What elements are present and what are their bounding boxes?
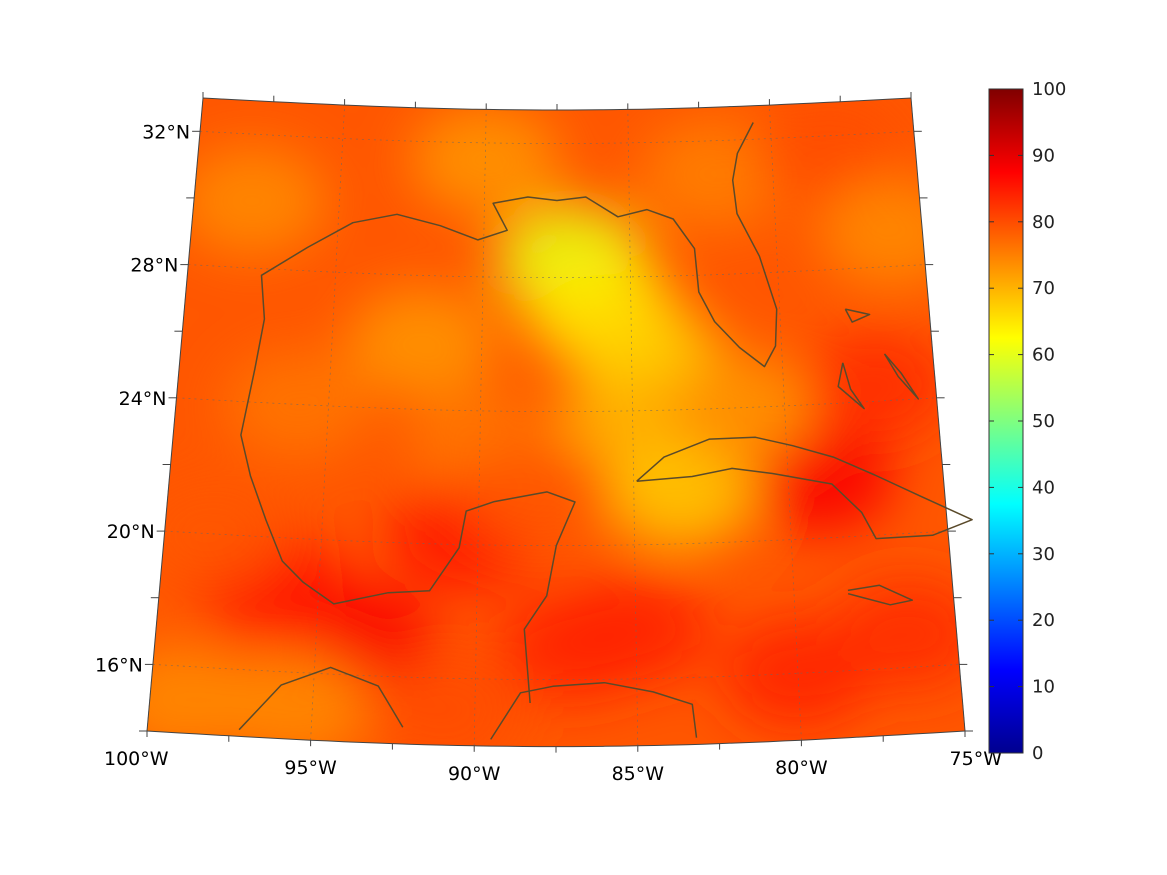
field-blob (410, 104, 561, 215)
longitude-label: 95°W (284, 757, 337, 779)
field-blob (177, 146, 328, 257)
longitude-label: 90°W (448, 763, 501, 785)
field-blob (833, 578, 965, 689)
field-blob (346, 287, 497, 398)
longitude-label: 85°W (612, 763, 665, 785)
colorbar-tick-label: 0 (1032, 743, 1043, 764)
coastline (490, 681, 698, 740)
data-field (147, 98, 965, 747)
field-blob (754, 98, 905, 208)
latitude-label: 32°N (142, 121, 190, 143)
latitude-label: 16°N (95, 654, 143, 676)
field-blob (664, 352, 814, 463)
colorbar-ticks: 0 10 20 30 40 50 60 70 80 90 100 (989, 79, 1066, 764)
parallel-line (176, 397, 937, 412)
colorbar-gradient (988, 88, 1024, 754)
field-blob (605, 438, 756, 549)
parallel-line (200, 130, 914, 144)
coastline (636, 436, 973, 540)
colorbar-tick-label: 40 (1032, 477, 1055, 498)
longitude-label: 80°W (775, 757, 828, 779)
colorbar-tick-label: 70 (1032, 278, 1055, 299)
coastline (844, 308, 871, 323)
colorbar-tick-label: 90 (1032, 145, 1055, 166)
latitude-label: 28°N (130, 255, 178, 277)
field-blob (561, 573, 711, 684)
field-blob (799, 329, 950, 440)
colorbar-tick-label: 60 (1032, 345, 1055, 366)
colorbar-tick-label: 10 (1032, 677, 1055, 698)
meridian-line (627, 109, 639, 746)
meridian-line (473, 109, 487, 746)
latitude-label: 20°N (107, 521, 155, 543)
field-blob (818, 177, 965, 288)
coastline (238, 666, 404, 731)
longitude-label: 100°W (104, 748, 169, 770)
field-blob (640, 119, 791, 230)
field-blob (221, 650, 372, 747)
latitude-labels: 16°N 20°N 24°N 28°N 32°N (95, 121, 190, 676)
map-frame-ticks (139, 92, 973, 753)
longitude-labels: 100°W 95°W 90°W 85°W 80°W 75°W (104, 748, 1002, 785)
coastline (847, 584, 914, 606)
colorbar-tick-label: 80 (1032, 212, 1055, 233)
colorbar-tick-label: 50 (1032, 411, 1055, 432)
coastline (883, 353, 920, 400)
meridian-line (310, 105, 345, 741)
map-area: 100°W 95°W 90°W 85°W 80°W 75°W 16°N20°N24°N28… (95, 92, 1002, 785)
map-frame (146, 97, 966, 748)
colorbar-tick-label: 100 (1032, 79, 1066, 100)
field-blob (147, 478, 287, 589)
field-blob (465, 440, 616, 551)
colorbar: 0 10 20 30 40 50 60 70 80 90 100 (988, 79, 1066, 764)
colorbar-tick-label: 30 (1032, 544, 1055, 565)
field-blob (367, 656, 518, 747)
parallel-line (152, 664, 960, 680)
coastline (837, 362, 865, 410)
meridian-line (769, 105, 802, 741)
coastline (240, 122, 778, 704)
field-blob (147, 644, 258, 747)
coastlines (238, 122, 973, 740)
colorbar-tick-label: 20 (1032, 610, 1055, 631)
latitude-label: 24°N (119, 388, 167, 410)
